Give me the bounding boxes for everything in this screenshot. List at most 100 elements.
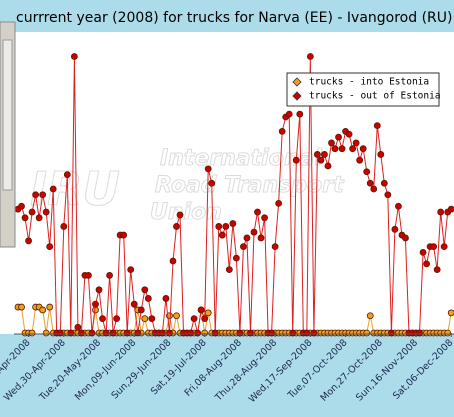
data-point <box>197 306 205 314</box>
data-point <box>144 295 152 302</box>
data-point <box>419 248 427 256</box>
chart-title: currrent year (2008) for trucks for Narv… <box>16 10 452 26</box>
data-point <box>402 234 409 242</box>
data-point <box>39 306 47 314</box>
watermark-logo: IRU <box>30 162 120 216</box>
data-point <box>331 145 339 153</box>
data-point <box>317 156 325 164</box>
data-point <box>159 329 166 337</box>
data-point <box>148 315 156 323</box>
legend: trucks - into Estonia trucks - out of Est… <box>286 72 441 107</box>
data-point <box>240 243 247 251</box>
data-point <box>380 179 388 187</box>
data-point <box>437 208 445 216</box>
data-point <box>46 243 54 251</box>
data-point <box>85 271 92 279</box>
data-point <box>222 223 230 230</box>
data-point <box>18 303 25 311</box>
data-point <box>70 53 78 60</box>
data-point <box>335 133 342 141</box>
data-point <box>78 329 85 337</box>
data-point <box>88 329 96 337</box>
data-point <box>42 329 50 337</box>
data-point <box>395 202 402 210</box>
data-point <box>173 312 180 320</box>
data-point <box>433 266 441 274</box>
data-point <box>21 214 29 222</box>
data-point <box>430 243 438 251</box>
axis-band <box>0 334 454 417</box>
data-point <box>208 179 216 187</box>
data-point <box>74 323 82 331</box>
data-point <box>363 329 371 337</box>
data-point <box>32 191 40 199</box>
data-point <box>416 329 423 337</box>
data-point <box>18 202 25 210</box>
data-point <box>99 315 106 323</box>
data-point <box>373 122 381 130</box>
data-point <box>275 199 283 207</box>
data-point <box>232 254 240 262</box>
data-point <box>92 300 99 308</box>
data-point <box>141 315 149 323</box>
data-point <box>366 179 374 187</box>
data-point <box>261 214 268 222</box>
data-point <box>141 286 149 294</box>
data-point <box>169 257 177 265</box>
data-point <box>254 208 261 216</box>
data-point <box>127 266 135 274</box>
data-point <box>359 145 367 153</box>
data-point <box>49 185 57 193</box>
data-point <box>384 191 392 199</box>
data-point <box>204 309 212 317</box>
data-point <box>134 329 142 337</box>
data-point <box>296 110 304 118</box>
data-point <box>356 156 364 164</box>
data-point <box>225 266 233 274</box>
legend-box <box>286 72 440 107</box>
data-point <box>120 231 128 239</box>
data-point <box>194 329 202 337</box>
watermark-text: Road Transport <box>155 173 345 198</box>
data-point <box>63 171 71 179</box>
data-point <box>176 211 184 219</box>
data-point <box>201 315 209 323</box>
title-bar <box>0 0 454 32</box>
data-point <box>324 162 332 170</box>
plot <box>14 53 454 337</box>
data-point <box>257 234 265 242</box>
data-point <box>95 286 103 294</box>
data-point <box>173 223 180 230</box>
data-point <box>211 329 219 337</box>
scrollbar[interactable] <box>2 39 13 191</box>
data-point <box>28 208 36 216</box>
data-point <box>377 151 385 158</box>
side-panel <box>0 21 16 248</box>
data-point <box>60 223 68 230</box>
data-point <box>289 329 297 337</box>
data-point <box>215 223 223 230</box>
data-point <box>67 329 75 337</box>
data-point <box>218 231 226 239</box>
data-point <box>229 220 237 227</box>
data-point <box>391 225 399 233</box>
data-point <box>303 329 311 337</box>
data-point <box>363 168 371 176</box>
data-point <box>190 315 198 323</box>
legend-swatch <box>292 77 302 87</box>
watermark-text: Union <box>150 200 222 225</box>
data-point <box>328 139 335 147</box>
data-point <box>204 165 212 173</box>
data-point <box>56 329 64 337</box>
data-point <box>278 127 286 135</box>
data-point <box>440 243 448 251</box>
data-point <box>25 237 32 245</box>
data-point <box>352 139 360 147</box>
data-point <box>162 295 170 302</box>
data-point <box>102 329 110 337</box>
data-point <box>46 303 54 311</box>
data-point <box>447 309 454 317</box>
data-point <box>42 208 50 216</box>
data-point <box>444 329 452 337</box>
